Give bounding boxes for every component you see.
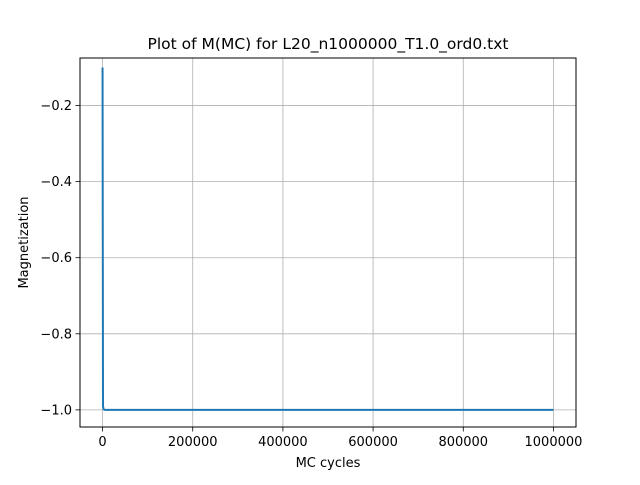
series-layer — [101, 67, 554, 411]
x-tick-label: 600000 — [348, 435, 398, 450]
axis-ticks: 0 200000 400000 600000 800000 1000000 −1.0 −0.8… — [40, 99, 582, 450]
x-tick-label: 200000 — [168, 435, 218, 450]
y-tick-label: −0.8 — [40, 327, 72, 342]
magnetization-series-line — [101, 67, 554, 411]
x-tick-label: 0 — [98, 435, 106, 450]
y-axis-label: Magnetization — [17, 196, 32, 288]
y-tick-label: −1.0 — [40, 403, 72, 418]
y-tick-label: −0.6 — [40, 251, 72, 266]
y-tick-label: −0.4 — [40, 175, 72, 190]
plot-frame — [79, 57, 577, 428]
x-tick-label: 800000 — [438, 435, 488, 450]
y-tick-label: −0.2 — [40, 99, 72, 114]
x-axis-label: MC cycles — [296, 456, 361, 471]
x-tick-label: 1000000 — [525, 435, 583, 450]
x-tick-label: 400000 — [258, 435, 308, 450]
chart-title: Plot of M(MC) for L20_n1000000_T1.0_ord0… — [148, 35, 509, 54]
